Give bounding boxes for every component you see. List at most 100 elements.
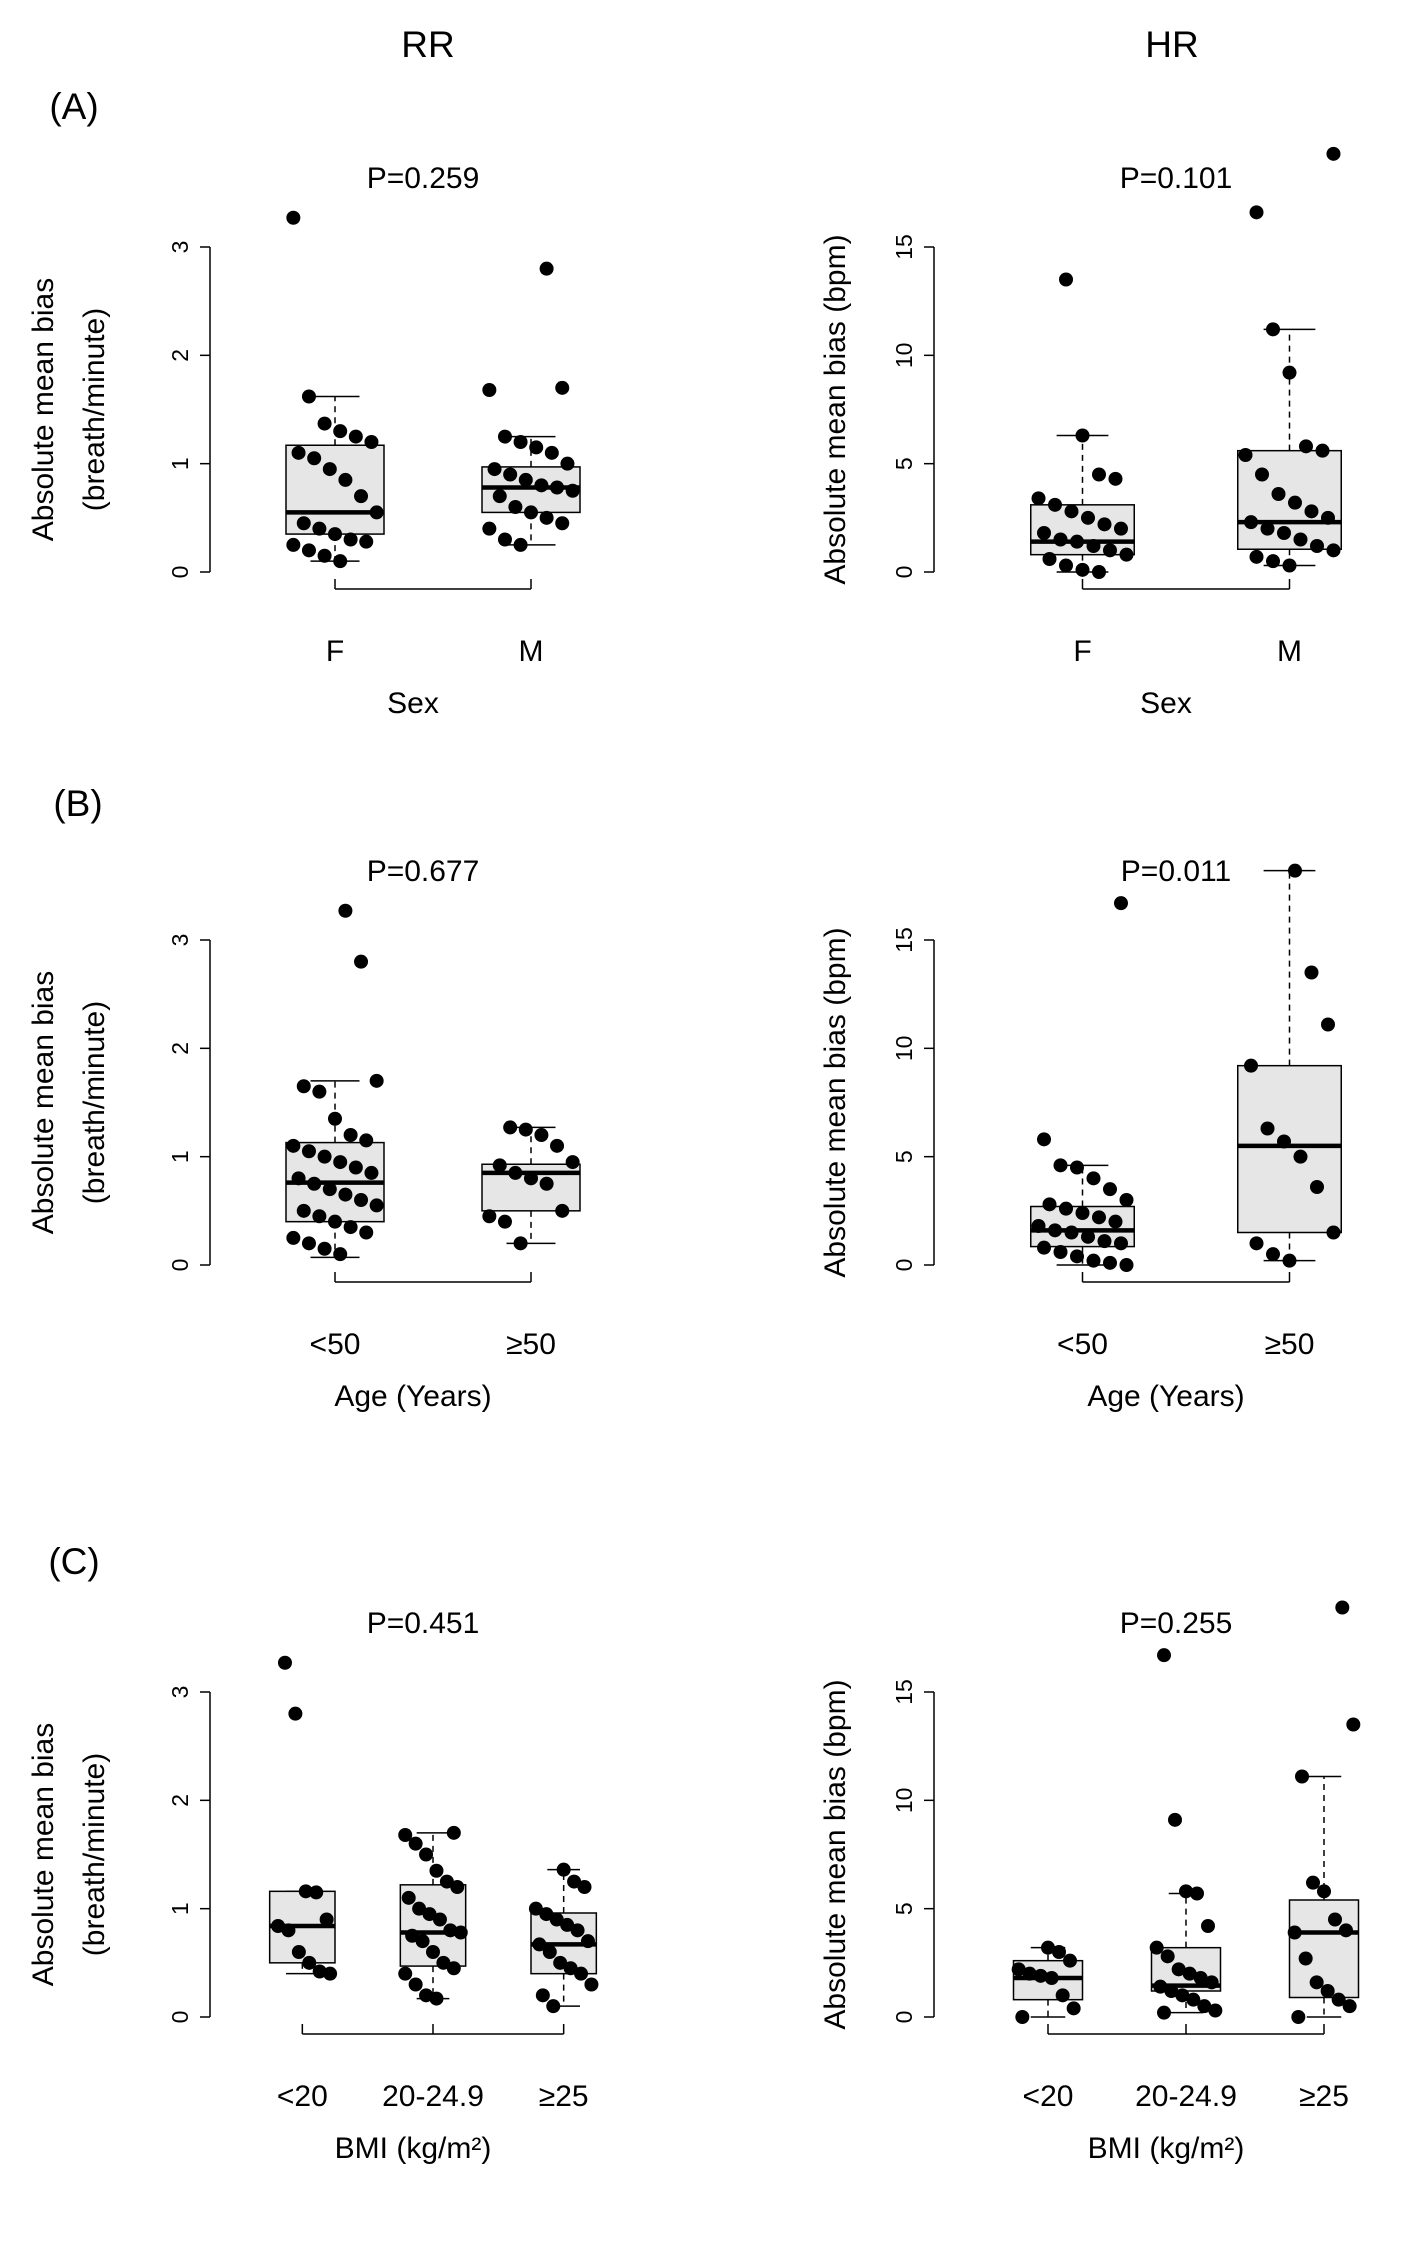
data-point bbox=[1193, 1971, 1208, 1985]
y-tick-label: 3 bbox=[167, 241, 193, 254]
data-point bbox=[328, 1214, 342, 1229]
data-point bbox=[1119, 547, 1134, 562]
data-point bbox=[546, 1999, 561, 2014]
box-group bbox=[481, 261, 581, 552]
data-point bbox=[296, 1203, 311, 1218]
data-point bbox=[1320, 510, 1335, 525]
data-point bbox=[1304, 504, 1319, 519]
data-point bbox=[436, 1955, 451, 1970]
data-point bbox=[1182, 1966, 1197, 1981]
data-point bbox=[408, 1836, 423, 1851]
data-point bbox=[556, 1862, 571, 1877]
data-point bbox=[532, 1937, 547, 1952]
data-point bbox=[312, 1209, 327, 1224]
data-point bbox=[348, 429, 363, 444]
data-point bbox=[369, 1073, 384, 1088]
y-axis-label: (breath/minute) bbox=[78, 308, 111, 511]
data-point bbox=[534, 1128, 549, 1142]
y-axis-label: Absolute mean bias bbox=[27, 1723, 60, 1987]
data-point bbox=[1062, 1953, 1077, 1968]
data-point bbox=[317, 1241, 332, 1256]
x-axis-label: Age (Years) bbox=[334, 1380, 491, 1413]
data-point bbox=[518, 472, 533, 487]
data-point bbox=[1102, 1182, 1117, 1197]
y-tick-label: 2 bbox=[167, 1042, 193, 1055]
box-group bbox=[1030, 896, 1135, 1272]
data-point bbox=[301, 389, 316, 404]
data-point bbox=[570, 1923, 585, 1938]
data-point bbox=[1070, 1249, 1085, 1264]
x-tick-label: <50 bbox=[1057, 1328, 1108, 1361]
y-axis-label: Absolute mean bias (bpm) bbox=[819, 1679, 852, 2029]
x-tick-label: 20-24.9 bbox=[1135, 2080, 1237, 2113]
data-point bbox=[1102, 1255, 1117, 1270]
data-point bbox=[1327, 1912, 1342, 1927]
data-point bbox=[359, 1133, 374, 1148]
data-point bbox=[1315, 443, 1330, 458]
data-point bbox=[307, 1176, 322, 1191]
data-point bbox=[539, 1907, 554, 1922]
data-point bbox=[450, 1880, 465, 1894]
column-title: HR bbox=[1145, 24, 1198, 65]
data-point bbox=[323, 1966, 338, 1981]
y-axis-label: (breath/minute) bbox=[78, 1753, 111, 1956]
data-point bbox=[354, 1193, 369, 1207]
data-point bbox=[1037, 1240, 1052, 1255]
data-point bbox=[567, 1874, 582, 1889]
annotation: P=0.677 bbox=[367, 855, 480, 888]
data-point bbox=[1164, 1984, 1179, 1998]
data-point bbox=[1200, 1919, 1215, 1933]
data-point bbox=[422, 1907, 437, 1922]
data-point bbox=[291, 1171, 306, 1186]
data-point bbox=[1042, 552, 1057, 566]
data-point bbox=[539, 261, 554, 276]
data-point bbox=[482, 383, 497, 397]
data-point bbox=[429, 1991, 444, 2006]
x-tick-label: F bbox=[1073, 635, 1091, 668]
data-point bbox=[412, 1901, 427, 1916]
panel-label: (C) bbox=[48, 1541, 99, 1582]
data-point bbox=[482, 521, 497, 536]
data-point bbox=[408, 1977, 423, 1992]
data-point bbox=[288, 1706, 303, 1721]
data-point bbox=[1282, 365, 1297, 380]
data-point bbox=[497, 429, 512, 444]
data-point bbox=[359, 1225, 374, 1240]
box-group bbox=[1237, 863, 1342, 1268]
y-axis-label: Absolute mean bias (bpm) bbox=[819, 234, 852, 584]
data-point bbox=[1091, 467, 1106, 482]
y-tick-label: 5 bbox=[891, 457, 917, 470]
data-point bbox=[1075, 1206, 1090, 1220]
data-point bbox=[555, 516, 570, 531]
y-axis-label: Absolute mean bias bbox=[27, 278, 60, 542]
data-point bbox=[1249, 1236, 1264, 1251]
x-tick-label: ≥50 bbox=[1265, 1328, 1315, 1361]
data-point bbox=[401, 1890, 416, 1905]
data-point bbox=[1059, 558, 1074, 573]
data-point bbox=[1249, 205, 1264, 220]
y-tick-label: 15 bbox=[891, 1679, 917, 1705]
data-point bbox=[560, 456, 575, 471]
y-tick-label: 1 bbox=[167, 1902, 193, 1915]
data-point bbox=[307, 451, 322, 466]
box-group bbox=[285, 903, 385, 1262]
data-point bbox=[398, 1966, 413, 1981]
data-point bbox=[1204, 1975, 1219, 1990]
data-point bbox=[535, 1988, 550, 2003]
data-point bbox=[508, 500, 523, 514]
data-point bbox=[1238, 448, 1253, 462]
data-point bbox=[338, 903, 353, 918]
data-point bbox=[419, 1847, 434, 1862]
data-point bbox=[1309, 1180, 1324, 1194]
data-point bbox=[415, 1934, 430, 1949]
data-point bbox=[1306, 1875, 1321, 1890]
data-point bbox=[539, 1176, 554, 1191]
data-point bbox=[1015, 2010, 1030, 2024]
data-point bbox=[534, 478, 549, 493]
box-group bbox=[268, 1655, 338, 1981]
x-tick-label: ≥25 bbox=[539, 2080, 589, 2113]
y-tick-label: 3 bbox=[167, 934, 193, 947]
data-point bbox=[309, 1885, 324, 1900]
data-point bbox=[328, 527, 342, 542]
